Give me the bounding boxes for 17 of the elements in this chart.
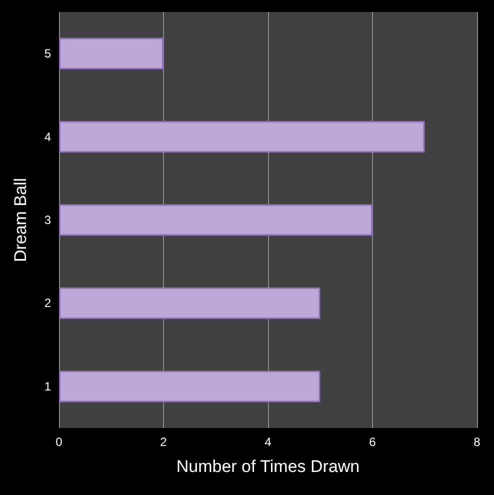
bar <box>59 38 164 70</box>
y-tick-label: 2 <box>44 296 52 310</box>
y-tick-label: 1 <box>44 379 52 394</box>
bar <box>59 370 320 402</box>
y-tick-label: 3 <box>44 213 52 227</box>
bar <box>59 120 425 153</box>
bar <box>59 287 320 320</box>
x-axis-title: Number of Times Drawn <box>176 457 360 476</box>
y-tick-label: 5 <box>44 46 52 61</box>
bar <box>59 204 372 236</box>
y-axis-title: Dream Ball <box>11 178 30 262</box>
x-tick-label: 2 <box>160 435 168 449</box>
x-tick-label: 8 <box>474 435 481 449</box>
x-tick-label: 0 <box>56 435 63 449</box>
x-tick-label: 4 <box>264 435 272 449</box>
x-tick-label: 6 <box>369 435 376 449</box>
y-tick-label: 4 <box>44 130 52 144</box>
